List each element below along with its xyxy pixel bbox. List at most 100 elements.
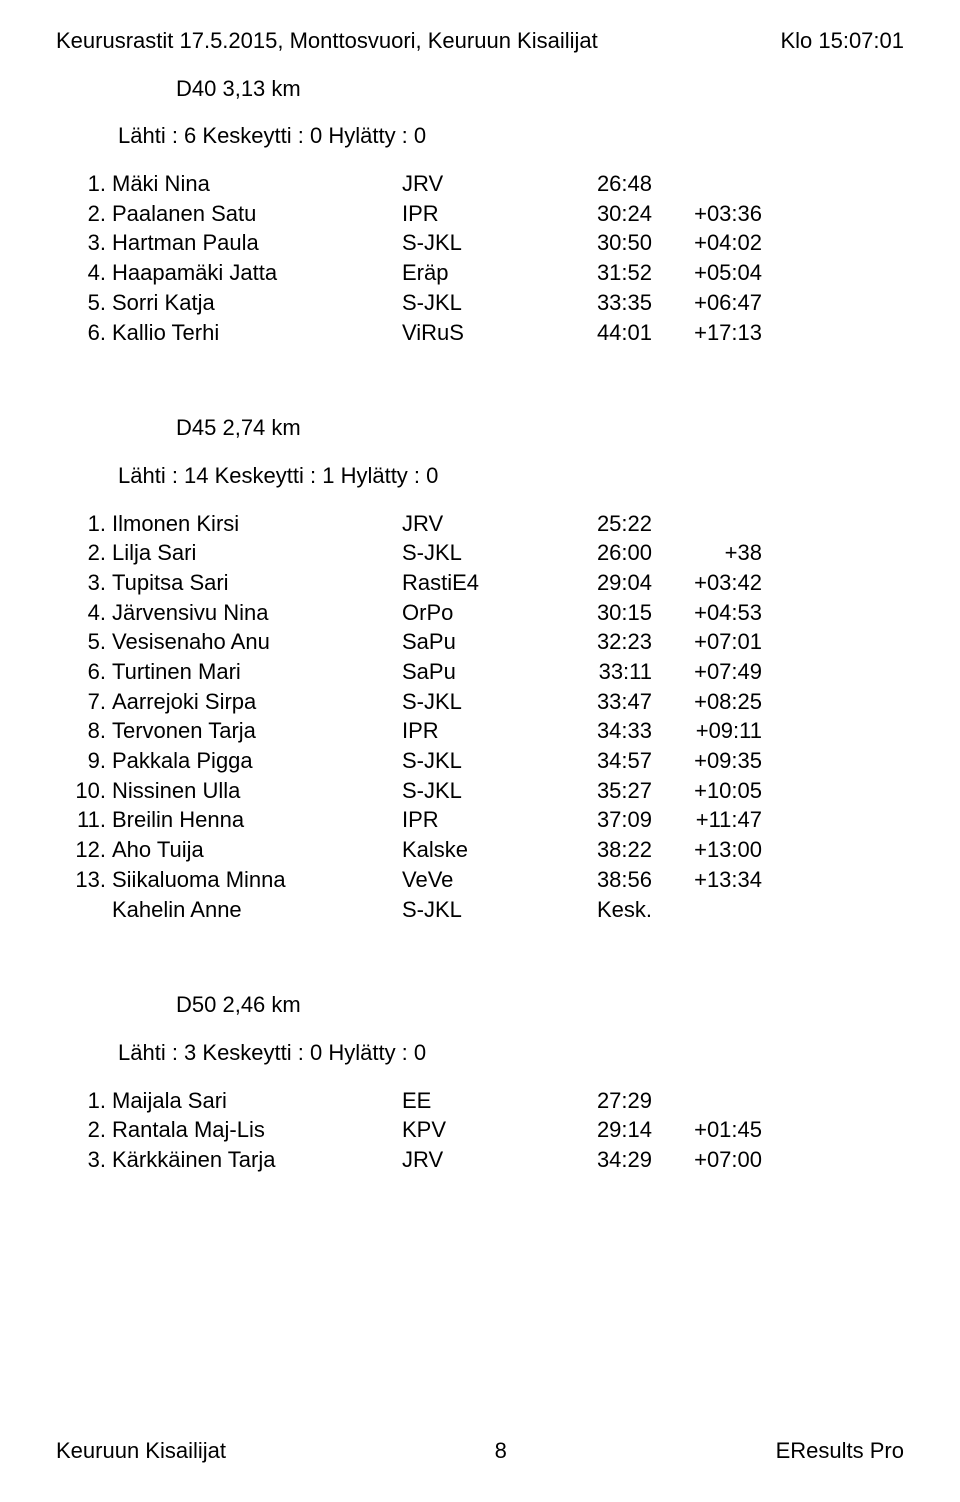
club: VeVe — [402, 865, 562, 895]
page-header: Keurusrastit 17.5.2015, Monttosvuori, Ke… — [56, 26, 904, 56]
name: Aho Tuija — [112, 835, 402, 865]
rank: 6. — [56, 318, 112, 348]
table-row: 9.Pakkala PiggaS-JKL34:57+09:35 — [56, 746, 904, 776]
rank: 3. — [56, 568, 112, 598]
time: 37:09 — [562, 805, 652, 835]
name: Haapamäki Jatta — [112, 258, 402, 288]
club: IPR — [402, 716, 562, 746]
table-row: 1.Ilmonen KirsiJRV25:22 — [56, 509, 904, 539]
rank: 6. — [56, 657, 112, 687]
rank: 3. — [56, 228, 112, 258]
table-row: 6.Kallio TerhiViRuS44:01+17:13 — [56, 318, 904, 348]
time: 31:52 — [562, 258, 652, 288]
table-row: 13.Siikaluoma MinnaVeVe38:56+13:34 — [56, 865, 904, 895]
diff — [652, 509, 762, 539]
rank: 2. — [56, 538, 112, 568]
diff: +17:13 — [652, 318, 762, 348]
diff: +09:35 — [652, 746, 762, 776]
time: 34:33 — [562, 716, 652, 746]
club: JRV — [402, 509, 562, 539]
table-row: 7.Aarrejoki SirpaS-JKL33:47+08:25 — [56, 687, 904, 717]
section-summary-d50: Lähti : 3 Keskeytti : 0 Hylätty : 0 — [118, 1038, 904, 1068]
results-d45: 1.Ilmonen KirsiJRV25:22 2.Lilja SariS-JK… — [56, 509, 904, 925]
time: 26:00 — [562, 538, 652, 568]
section-summary-d40: Lähti : 6 Keskeytti : 0 Hylätty : 0 — [118, 121, 904, 151]
club: S-JKL — [402, 228, 562, 258]
club: IPR — [402, 805, 562, 835]
table-row: 5.Vesisenaho AnuSaPu32:23+07:01 — [56, 627, 904, 657]
section-title-d45: D45 2,74 km — [176, 413, 904, 443]
rank: 5. — [56, 627, 112, 657]
table-row: 4.Haapamäki JattaEräp31:52+05:04 — [56, 258, 904, 288]
name: Kärkkäinen Tarja — [112, 1145, 402, 1175]
diff: +13:00 — [652, 835, 762, 865]
table-row: 2.Lilja SariS-JKL26:00+38 — [56, 538, 904, 568]
rank: 1. — [56, 169, 112, 199]
name: Pakkala Pigga — [112, 746, 402, 776]
table-row: 4.Järvensivu NinaOrPo30:15+04:53 — [56, 598, 904, 628]
table-row: 3.Kärkkäinen TarjaJRV34:29+07:00 — [56, 1145, 904, 1175]
rank: 7. — [56, 687, 112, 717]
diff: +07:00 — [652, 1145, 762, 1175]
club: JRV — [402, 1145, 562, 1175]
section-title-d40: D40 3,13 km — [176, 74, 904, 104]
rank: 3. — [56, 1145, 112, 1175]
rank — [56, 895, 112, 925]
time: 30:15 — [562, 598, 652, 628]
footer-page-number: 8 — [495, 1436, 507, 1466]
diff: +04:53 — [652, 598, 762, 628]
club: OrPo — [402, 598, 562, 628]
results-d50: 1.Maijala SariEE27:29 2.Rantala Maj-LisK… — [56, 1086, 904, 1175]
table-row: 2.Paalanen SatuIPR30:24+03:36 — [56, 199, 904, 229]
table-row: 10.Nissinen UllaS-JKL35:27+10:05 — [56, 776, 904, 806]
time: 32:23 — [562, 627, 652, 657]
section-title-d50: D50 2,46 km — [176, 990, 904, 1020]
rank: 2. — [56, 1115, 112, 1145]
footer-right: EResults Pro — [776, 1436, 904, 1466]
club: Kalske — [402, 835, 562, 865]
club: S-JKL — [402, 288, 562, 318]
time: 30:50 — [562, 228, 652, 258]
name: Sorri Katja — [112, 288, 402, 318]
diff: +09:11 — [652, 716, 762, 746]
table-row: 11.Breilin HennaIPR37:09+11:47 — [56, 805, 904, 835]
club: EE — [402, 1086, 562, 1116]
club: S-JKL — [402, 538, 562, 568]
time: 33:11 — [562, 657, 652, 687]
page-footer: Keuruun Kisailijat 8 EResults Pro — [56, 1436, 904, 1466]
name: Rantala Maj-Lis — [112, 1115, 402, 1145]
table-row: 1.Mäki NinaJRV26:48 — [56, 169, 904, 199]
table-row: Kahelin AnneS-JKLKesk. — [56, 895, 904, 925]
diff — [652, 895, 762, 925]
name: Aarrejoki Sirpa — [112, 687, 402, 717]
time: 29:04 — [562, 568, 652, 598]
time: 35:27 — [562, 776, 652, 806]
club: Eräp — [402, 258, 562, 288]
time: 44:01 — [562, 318, 652, 348]
name: Tupitsa Sari — [112, 568, 402, 598]
name: Maijala Sari — [112, 1086, 402, 1116]
club: SaPu — [402, 627, 562, 657]
diff — [652, 169, 762, 199]
name: Nissinen Ulla — [112, 776, 402, 806]
diff: +11:47 — [652, 805, 762, 835]
rank: 1. — [56, 1086, 112, 1116]
name: Breilin Henna — [112, 805, 402, 835]
club: S-JKL — [402, 895, 562, 925]
table-row: 1.Maijala SariEE27:29 — [56, 1086, 904, 1116]
diff: +03:42 — [652, 568, 762, 598]
table-row: 5.Sorri KatjaS-JKL33:35+06:47 — [56, 288, 904, 318]
section-summary-d45: Lähti : 14 Keskeytti : 1 Hylätty : 0 — [118, 461, 904, 491]
table-row: 3.Hartman PaulaS-JKL30:50+04:02 — [56, 228, 904, 258]
rank: 1. — [56, 509, 112, 539]
name: Turtinen Mari — [112, 657, 402, 687]
name: Järvensivu Nina — [112, 598, 402, 628]
spacer — [56, 347, 904, 395]
club: ViRuS — [402, 318, 562, 348]
rank: 8. — [56, 716, 112, 746]
club: IPR — [402, 199, 562, 229]
name: Tervonen Tarja — [112, 716, 402, 746]
rank: 13. — [56, 865, 112, 895]
diff: +38 — [652, 538, 762, 568]
diff: +03:36 — [652, 199, 762, 229]
